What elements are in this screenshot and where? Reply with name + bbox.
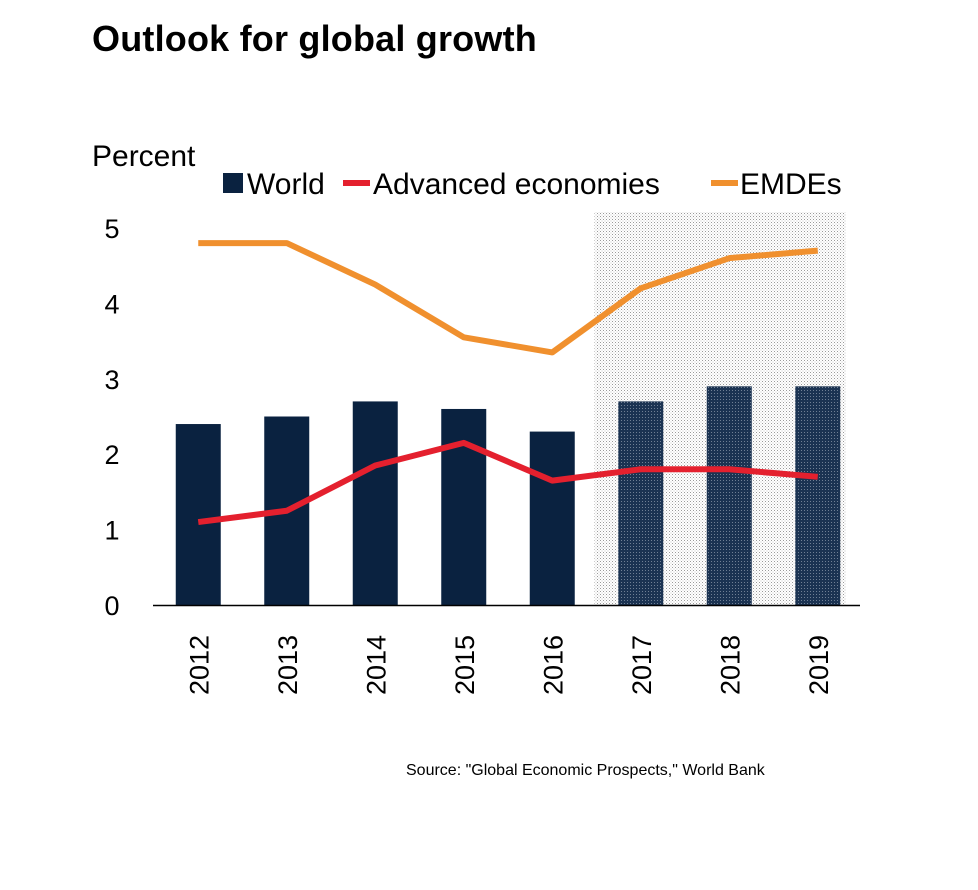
bar-world-2015 — [441, 408, 487, 605]
chart-title: Outlook for global growth — [92, 18, 537, 59]
bar-world-2018 — [706, 386, 752, 605]
legend-label-world: World — [247, 168, 325, 201]
bar-world-2016 — [529, 431, 575, 605]
y-tick-label: 0 — [104, 591, 119, 621]
x-tick-label: 2013 — [273, 635, 303, 695]
bar-world-2014 — [352, 401, 398, 605]
bar-world-2017 — [618, 401, 664, 605]
line-series — [197, 240, 819, 526]
y-tick-label: 5 — [104, 214, 119, 244]
y-tick-label: 3 — [104, 365, 119, 395]
y-axis-ticks: 0 1 2 3 4 5 — [104, 214, 119, 621]
x-tick-label: 2014 — [361, 635, 391, 695]
x-axis-ticks: 2012 2013 2014 2015 2016 2017 2018 2019 — [184, 635, 834, 695]
y-tick-label: 2 — [104, 440, 119, 470]
y-axis-label: Percent — [92, 140, 196, 173]
x-tick-label: 2015 — [450, 635, 480, 695]
bar-series — [175, 386, 841, 605]
x-tick-label: 2012 — [184, 635, 214, 695]
bar-world-2019 — [795, 386, 841, 605]
line-emdes — [198, 240, 819, 356]
bar-world-2012 — [175, 424, 221, 605]
line-advanced-economies — [197, 439, 819, 526]
legend: World Advanced economies EMDEs — [223, 168, 842, 201]
x-tick-label: 2017 — [627, 635, 657, 695]
legend-label-advanced-economies: Advanced economies — [373, 168, 660, 201]
y-tick-label: 4 — [104, 289, 119, 319]
legend-label-emdes: EMDEs — [740, 168, 842, 201]
x-tick-label: 2016 — [538, 635, 568, 695]
source-note: Source: "Global Economic Prospects," Wor… — [406, 762, 765, 779]
legend-swatch-world — [223, 173, 243, 193]
x-tick-label: 2019 — [804, 635, 834, 695]
y-tick-label: 1 — [104, 516, 119, 546]
x-tick-label: 2018 — [715, 635, 745, 695]
